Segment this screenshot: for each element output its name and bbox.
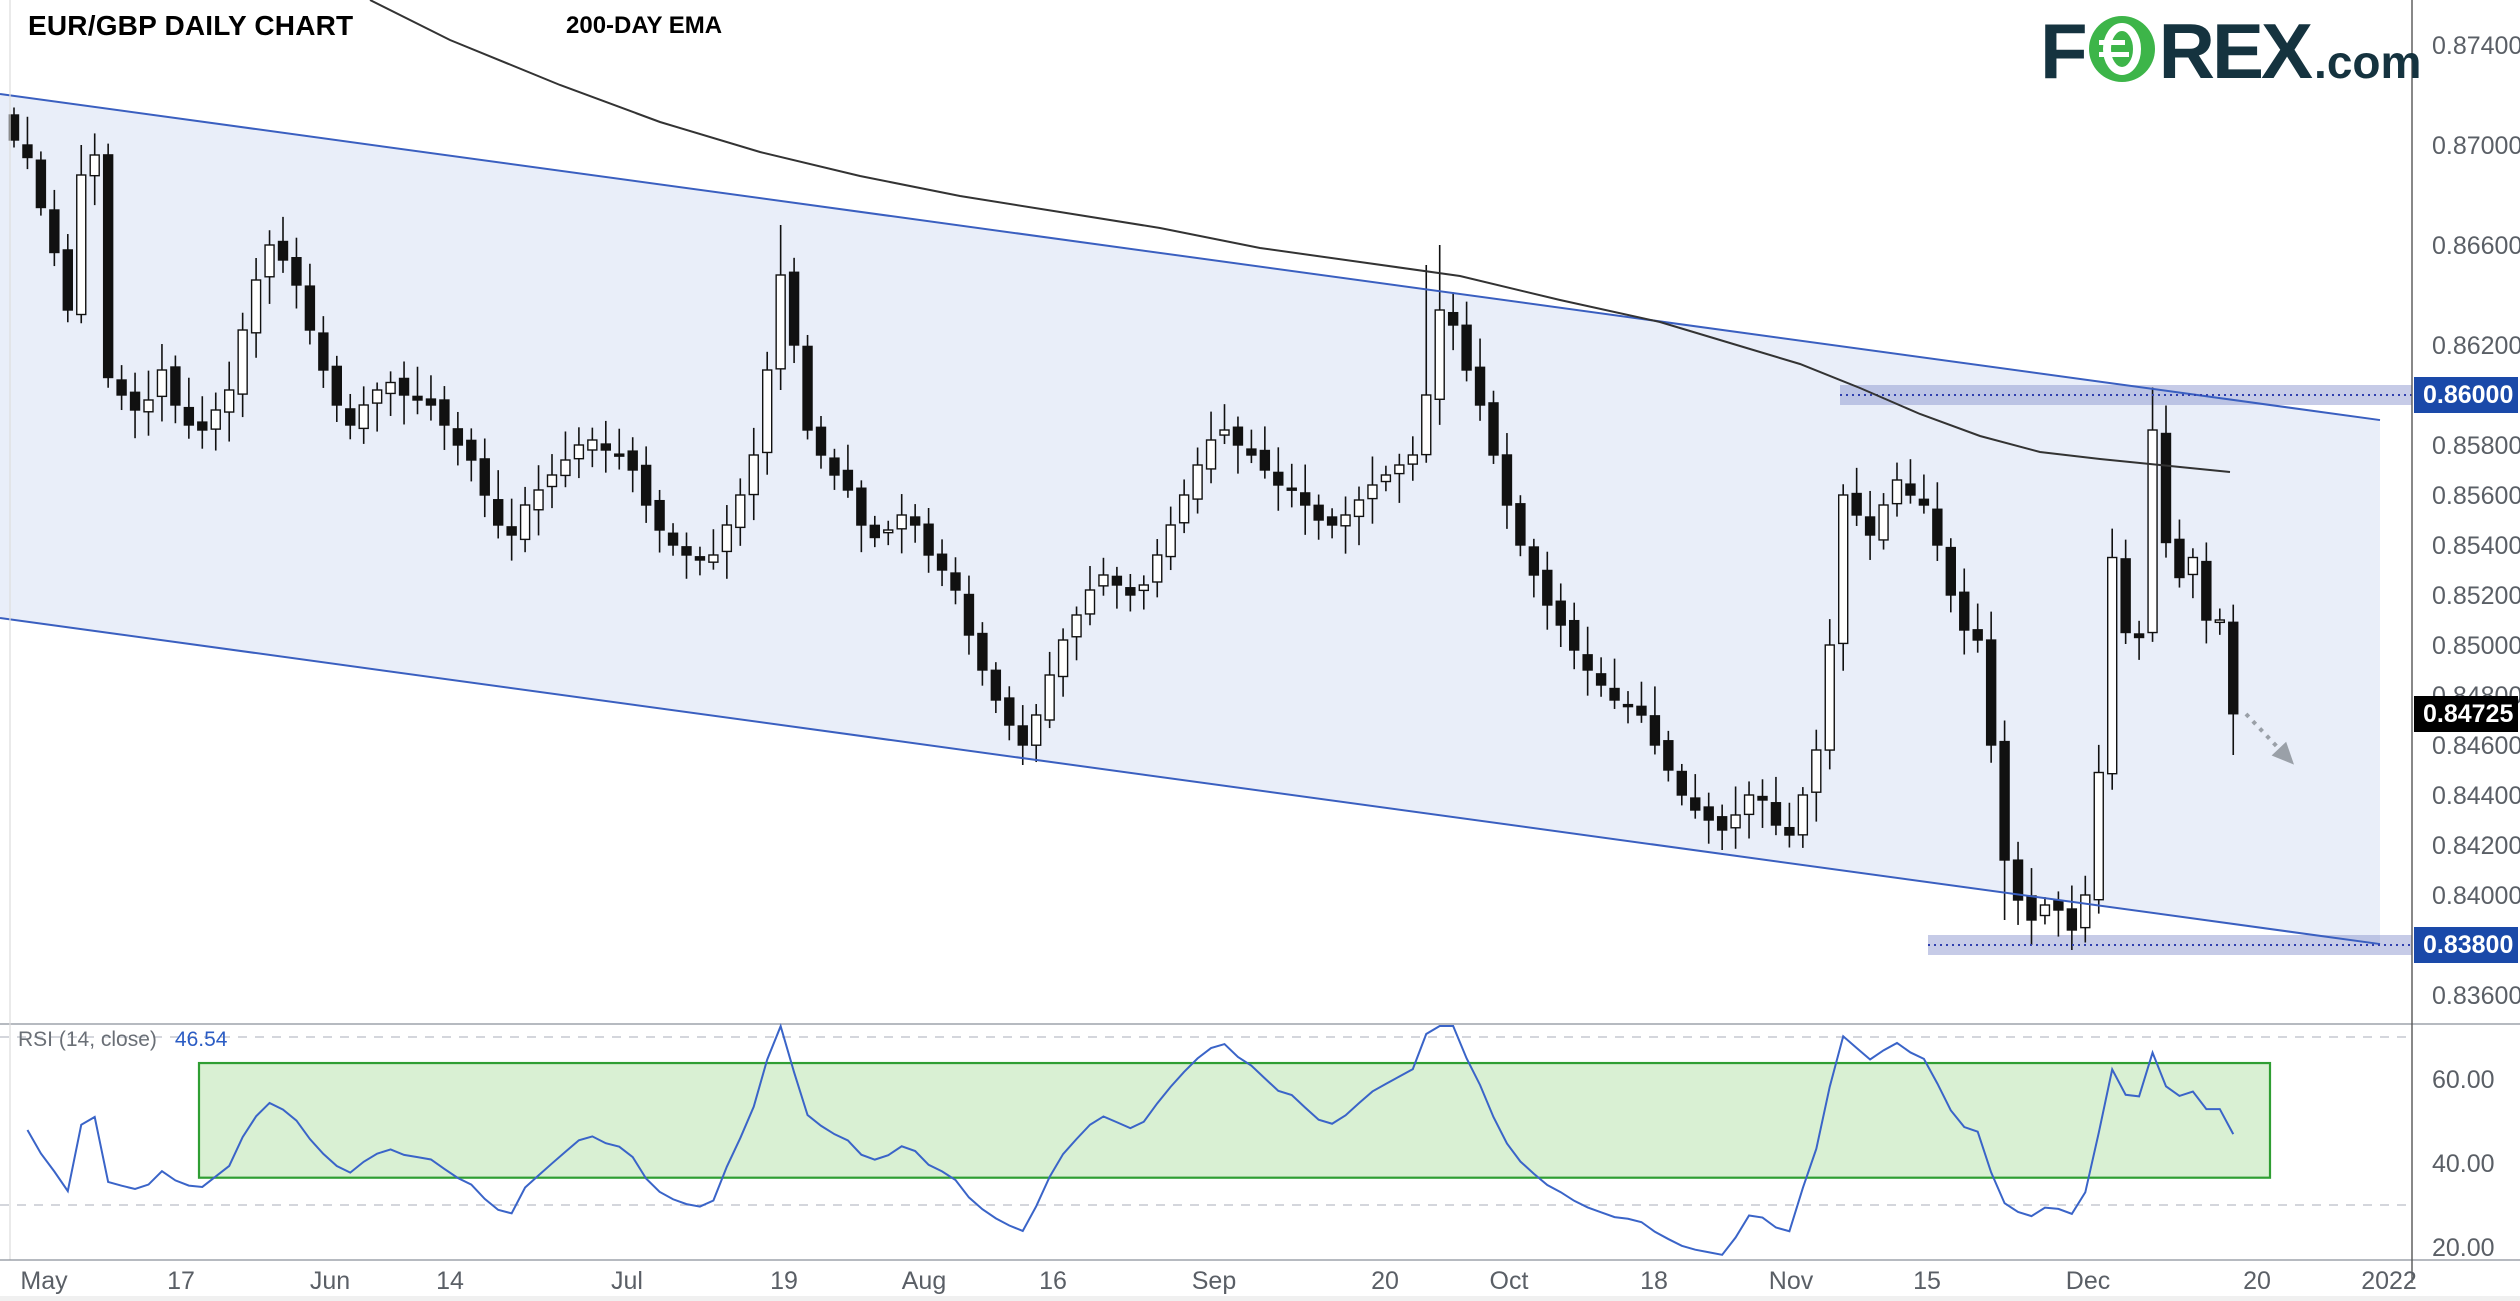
channel-lower-line <box>0 617 2381 946</box>
date-axis-label: 15 <box>1913 1267 1941 1295</box>
price-axis-label: 0.86600 <box>2432 232 2520 260</box>
bottom-strip <box>0 1296 2520 1301</box>
price-axis-label: 0.87400 <box>2432 32 2520 60</box>
rsi-axis-label: 60.00 <box>2432 1066 2495 1094</box>
candlestick-series <box>8 107 2239 950</box>
logo-dot-com: .com <box>2314 36 2422 88</box>
date-axis-label: 16 <box>1039 1267 1067 1295</box>
date-axis-label: May <box>20 1267 68 1295</box>
date-axis-label: Jun <box>310 1267 350 1295</box>
page-title: EUR/GBP DAILY CHART <box>28 10 354 41</box>
date-axis[interactable]: May 17 Jun 14 Jul 19 Aug 16 Sep 20 Oct 18 Nov 15 Dec 20… <box>20 1267 2416 1295</box>
date-axis-label: Jul <box>611 1267 643 1295</box>
logo-letter-f: F <box>2040 7 2088 95</box>
ema-series-label: 200-DAY EMA <box>566 12 723 39</box>
date-axis-label: 19 <box>770 1267 798 1295</box>
date-axis-label: 18 <box>1640 1267 1668 1295</box>
rsi-value: 46.54 <box>174 1028 228 1051</box>
date-axis-label: 2022 <box>2361 1267 2417 1295</box>
trend-channel-fill <box>0 94 2380 945</box>
logo-letters-rex: REX <box>2158 7 2313 95</box>
price-axis-label: 0.85000 <box>2432 632 2520 660</box>
price-axis-label: 0.83600 <box>2432 982 2520 1010</box>
rsi-axis-label: 20.00 <box>2432 1234 2495 1262</box>
logo-o-icon <box>2087 14 2157 89</box>
price-axis-label: 0.85200 <box>2432 582 2520 610</box>
ema-line <box>369 0 2231 473</box>
date-axis-label: 14 <box>436 1267 464 1295</box>
date-axis-label: Nov <box>1769 1267 1814 1295</box>
projection-arrow-head <box>2271 741 2295 765</box>
price-axis-label: 0.84600 <box>2432 732 2520 760</box>
price-axis-label: 0.86200 <box>2432 332 2520 360</box>
resistance-price-badge: 0.86000 <box>2414 377 2518 413</box>
sr-band <box>1840 385 2412 405</box>
channel-upper-line <box>0 93 2381 422</box>
forex-logo: F REX .com <box>2040 8 2421 94</box>
rsi-name: RSI (14, close) <box>18 1028 157 1051</box>
rsi-indicator-label: RSI (14, close) 46.54 <box>18 1028 227 1052</box>
date-axis-label: Dec <box>2066 1267 2110 1295</box>
date-axis-label: 17 <box>167 1267 195 1295</box>
date-axis-label: Sep <box>1192 1267 1236 1295</box>
price-axis-label: 0.85800 <box>2432 432 2520 460</box>
price-axis-label: 0.85600 <box>2432 482 2520 510</box>
rsi-range-box <box>197 1061 2272 1179</box>
price-axis-label: 0.84000 <box>2432 882 2520 910</box>
price-axis-label: 0.85400 <box>2432 532 2520 560</box>
rsi-line <box>26 1023 2235 1256</box>
date-axis-label: Aug <box>902 1267 946 1295</box>
price-axis-label: 0.84200 <box>2432 832 2520 860</box>
last-price-badge: 0.84725 <box>2414 695 2518 732</box>
price-axis-label: 0.84400 <box>2432 782 2520 810</box>
date-axis-label: 20 <box>1371 1267 1399 1295</box>
support-price-badge: 0.83800 <box>2414 927 2518 963</box>
date-axis-label: Oct <box>1490 1267 1529 1295</box>
rsi-axis-label: 40.00 <box>2432 1150 2495 1178</box>
date-axis-label: 20 <box>2243 1267 2271 1295</box>
price-axis[interactable]: 0.87400 0.87000 0.86600 0.86200 0.85800 0.856… <box>2432 32 2520 1010</box>
price-axis-label: 0.87000 <box>2432 132 2520 160</box>
